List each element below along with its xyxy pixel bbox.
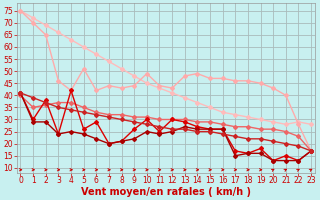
X-axis label: Vent moyen/en rafales ( km/h ): Vent moyen/en rafales ( km/h ): [81, 187, 251, 197]
